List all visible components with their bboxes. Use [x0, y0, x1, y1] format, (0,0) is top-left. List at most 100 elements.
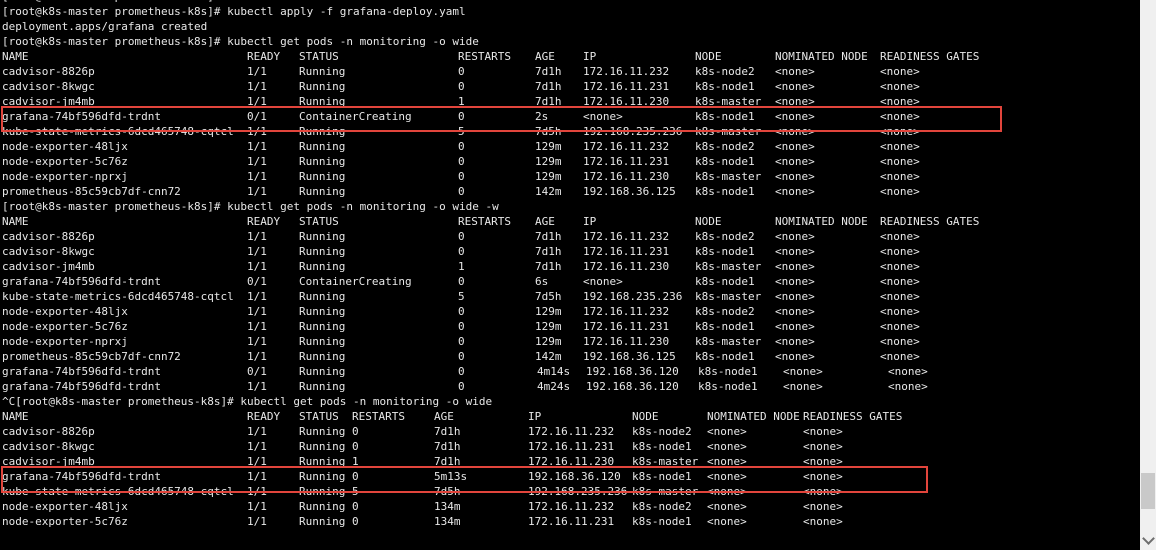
table-cell: 129m	[535, 335, 562, 348]
table-row: cadvisor-8826p 1/1 Running 0 7d1h 172.16.11.2…	[0, 424, 1140, 439]
table-cell: Running	[299, 350, 346, 363]
scrollbar[interactable]	[1140, 0, 1156, 550]
column-header: IP	[528, 410, 542, 423]
table-row: cadvisor-jm4mb 1/1 Running 1 7d1h 172.16.11.2…	[0, 94, 1140, 109]
table-cell: <none>	[707, 455, 747, 468]
table-cell: 172.16.11.232	[583, 305, 670, 318]
table-cell: <none>	[775, 185, 815, 198]
column-header: NOMINATED NODE	[775, 50, 868, 63]
table-cell: 172.16.11.231	[583, 320, 670, 333]
table-cell: Running	[299, 485, 346, 498]
table-cell: 129m	[535, 305, 562, 318]
table-cell: 1/1	[247, 350, 267, 363]
table-cell: 7d1h	[535, 260, 562, 273]
column-header: IP	[583, 50, 597, 63]
table-cell: 1	[458, 95, 465, 108]
table-cell: <none>	[880, 95, 920, 108]
table-row: cadvisor-8826p 1/1 Running 0 7d1h 172.16.11.2…	[0, 64, 1140, 79]
table-cell: cadvisor-jm4mb	[2, 455, 95, 468]
table-cell: 1/1	[247, 470, 267, 483]
table-cell: <none>	[880, 350, 920, 363]
table-cell: cadvisor-8kwgc	[2, 80, 95, 93]
table-cell: Running	[299, 335, 346, 348]
table-cell: 0	[352, 425, 359, 438]
table-cell: 172.16.11.230	[583, 260, 670, 273]
table-cell: 7d1h	[535, 65, 562, 78]
table-cell: 192.168.36.125	[583, 185, 676, 198]
table-row: kube-state-metrics-6dcd465748-cqtcl 1/1 Ru…	[0, 484, 1140, 499]
table-cell: <none>	[775, 260, 815, 273]
table-cell: <none>	[583, 275, 623, 288]
column-header: READY	[247, 215, 281, 228]
table-cell: kube-state-metrics-6dcd465748-cqtcl	[2, 290, 234, 303]
table-cell: <none>	[707, 440, 747, 453]
table-cell: <none>	[775, 245, 815, 258]
table-row: kube-state-metrics-6dcd465748-cqtcl 1/1 Ru…	[0, 289, 1140, 304]
table-cell: 172.16.11.231	[583, 80, 670, 93]
table-cell: k8s-master	[632, 485, 699, 498]
table-cell: 0	[458, 350, 465, 363]
column-header: READY	[247, 50, 281, 63]
scrollbar-thumb[interactable]	[1141, 473, 1155, 509]
table-row: cadvisor-8826p 1/1 Running 0 7d1h 172.16.11.2…	[0, 229, 1140, 244]
table-cell: k8s-node1	[698, 380, 758, 393]
table-cell: node-exporter-5c76z	[2, 155, 128, 168]
table-cell: Running	[299, 80, 346, 93]
table-cell: 0	[458, 170, 465, 183]
table-cell: Running	[299, 95, 346, 108]
table-cell: 7d5h	[535, 290, 562, 303]
table-cell: cadvisor-jm4mb	[2, 260, 95, 273]
table-cell: 129m	[535, 140, 562, 153]
table-cell: 1/1	[247, 230, 267, 243]
table-cell: 0/1	[247, 110, 267, 123]
table-cell: <none>	[880, 335, 920, 348]
table-cell: 0	[458, 380, 465, 393]
table-cell: 142m	[535, 185, 562, 198]
table-cell: grafana-74bf596dfd-trdnt	[2, 275, 161, 288]
table-cell: 1/1	[247, 170, 267, 183]
table-cell: 5	[352, 485, 359, 498]
table-cell: 134m	[434, 500, 461, 513]
table-cell: k8s-node2	[632, 500, 692, 513]
table-cell: k8s-node1	[698, 365, 758, 378]
table-cell: <none>	[583, 110, 623, 123]
table-cell: Running	[299, 365, 346, 378]
column-header: NOMINATED NODE	[775, 215, 868, 228]
table-cell: k8s-node1	[632, 440, 692, 453]
table-cell: 192.168.235.236	[528, 485, 628, 498]
table-cell: k8s-node2	[695, 65, 755, 78]
column-header: NODE	[695, 50, 722, 63]
table-cell: 192.168.235.236	[583, 125, 683, 138]
column-header: READY	[247, 410, 281, 423]
table-cell: 7d1h	[535, 230, 562, 243]
table-cell: <none>	[803, 485, 843, 498]
table-cell: <none>	[888, 380, 928, 393]
table-cell: Running	[299, 245, 346, 258]
table-cell: k8s-master	[695, 125, 762, 138]
table-cell: <none>	[880, 140, 920, 153]
table-cell: cadvisor-8826p	[2, 425, 95, 438]
table-cell: grafana-74bf596dfd-trdnt	[2, 470, 161, 483]
table-header-row: NAME READY STATUS RESTARTS AGE IP NODE NOMINATE…	[0, 214, 1140, 229]
clipped-prompt-line: [root@k8s-master prometheus-k8s]#	[0, 0, 1140, 4]
table-cell: 142m	[535, 350, 562, 363]
table-cell: 1/1	[247, 80, 267, 93]
table-cell: <none>	[880, 125, 920, 138]
table-cell: <none>	[775, 110, 815, 123]
table-cell: <none>	[775, 320, 815, 333]
table-cell: <none>	[783, 365, 823, 378]
table-cell: 0	[458, 140, 465, 153]
table-cell: 2s	[535, 110, 549, 123]
table-row: node-exporter-5c76z 1/1 Running 0 134m 172.16…	[0, 514, 1140, 529]
table-cell: 7d5h	[535, 125, 562, 138]
table-cell: 129m	[535, 170, 562, 183]
table-cell: 7d1h	[434, 455, 461, 468]
table-cell: 7d1h	[434, 425, 461, 438]
table-cell: <none>	[775, 125, 815, 138]
table-cell: 192.168.235.236	[583, 290, 683, 303]
table-cell: 0	[458, 245, 465, 258]
scroll-down-button[interactable]	[1140, 532, 1156, 548]
table-cell: <none>	[775, 335, 815, 348]
table-cell: <none>	[707, 485, 747, 498]
table-cell: cadvisor-8826p	[2, 230, 95, 243]
